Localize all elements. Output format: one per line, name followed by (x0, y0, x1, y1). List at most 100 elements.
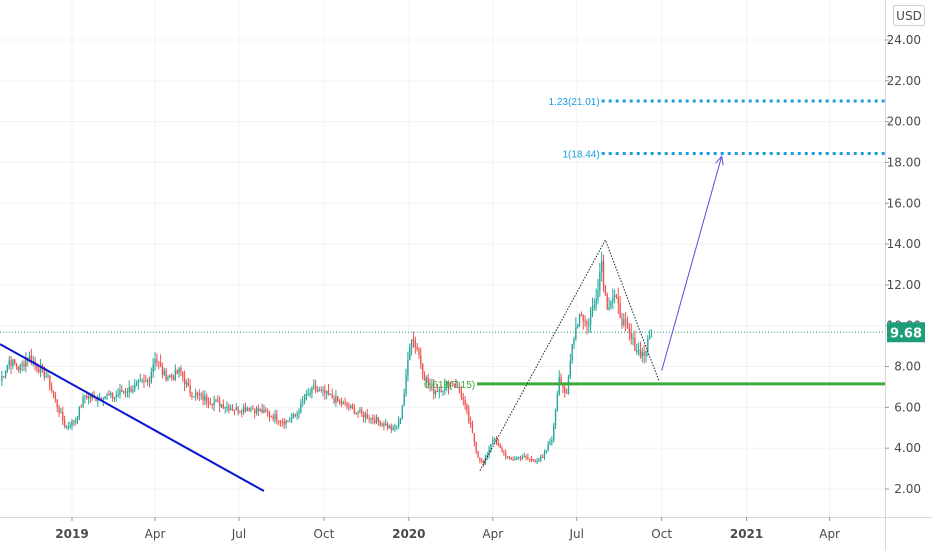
candle-body (593, 305, 595, 309)
candle-body (351, 405, 354, 408)
current-price-value: 9.68 (890, 326, 922, 341)
candle-body (346, 403, 348, 407)
candle-body (290, 417, 293, 420)
candle-body (268, 413, 271, 417)
candle-body (170, 375, 173, 378)
candle-body (527, 457, 529, 459)
candle-body (276, 414, 278, 421)
candle-body (91, 396, 93, 399)
candle-body (193, 396, 195, 398)
candle-body (217, 400, 219, 402)
time-axis[interactable]: 2019 Apr Jul Oct 2020 Apr Jul Oct 2021 Apr (0, 517, 932, 541)
candle-body (647, 338, 649, 351)
candle-body (468, 411, 470, 422)
candle-body (540, 456, 542, 460)
candle-body (634, 337, 636, 351)
candle-body (449, 382, 452, 389)
candle-body (58, 407, 60, 413)
candle-body (375, 417, 378, 423)
candle-body (569, 361, 572, 377)
candle-body (38, 368, 40, 372)
candle-body (510, 457, 512, 460)
candle-body (180, 367, 182, 372)
candle-body (421, 364, 424, 375)
candle-body (296, 414, 298, 416)
candle-body (248, 408, 250, 411)
candle-body (183, 377, 186, 385)
candle-body (110, 392, 112, 395)
x-tick-label: 2020 (392, 527, 425, 541)
candle-body (298, 412, 300, 415)
candle-body (425, 377, 428, 381)
candle-body (444, 384, 446, 391)
candle-body (538, 459, 540, 462)
candle-body (287, 420, 289, 422)
candle-body (545, 450, 548, 453)
candle-body (316, 390, 319, 392)
candle-body (575, 327, 577, 339)
candle-body (148, 380, 151, 382)
candle-body (261, 409, 263, 413)
candle-body (451, 382, 453, 384)
candle-body (623, 319, 625, 326)
candle-body (386, 423, 389, 428)
candle-body (305, 393, 308, 400)
candle-body (45, 376, 47, 378)
candle-body (108, 394, 110, 396)
candle-body (63, 420, 66, 428)
candle-body (54, 394, 57, 400)
candle-body (218, 400, 221, 407)
candle-body (584, 320, 586, 322)
candle-body (370, 417, 372, 420)
fib-level-label: 1.23(21.01) (549, 97, 600, 108)
candle-body (209, 403, 212, 405)
candle-body (335, 396, 337, 403)
candle-body (591, 308, 594, 315)
candle-body (158, 361, 160, 363)
candle-body (630, 333, 632, 339)
candle-body (643, 351, 645, 356)
candle-body (484, 457, 487, 465)
candle-body (460, 392, 463, 398)
candle-body (582, 315, 584, 321)
candle-body (519, 456, 522, 459)
candle-body (19, 364, 21, 370)
y-tick-label: 4.00 (894, 441, 921, 455)
candle-body (23, 363, 25, 367)
candle-body (265, 409, 267, 412)
candle-body (226, 406, 228, 408)
candle-body (119, 390, 121, 395)
candle-body (36, 363, 38, 369)
candle-body (429, 382, 431, 385)
price-axis[interactable]: 24.0022.0020.0018.0016.0014.0012.0010.00… (885, 0, 921, 550)
candle-body (62, 412, 64, 421)
candle-body (73, 420, 75, 423)
candle-body (324, 389, 326, 394)
candle-body (84, 395, 86, 398)
candle-body (399, 418, 402, 421)
candle-body (281, 421, 284, 423)
candle-body (361, 409, 363, 413)
candle-body (318, 389, 320, 391)
candle-body (637, 349, 640, 351)
x-tick-label: Jul (569, 527, 584, 541)
candle-body (34, 360, 36, 364)
candle-body (115, 395, 117, 398)
candle-body (137, 381, 140, 384)
plot-area[interactable]: 1.23(21.01) 1(18.44) 0.618(7.15) (0, 0, 885, 517)
candle-body (409, 347, 411, 360)
candle-body (506, 456, 509, 458)
candle-body (301, 401, 304, 404)
candle-body (156, 359, 158, 362)
y-tick-label: 14.00 (887, 237, 921, 251)
candle-body (329, 394, 332, 396)
candle-body (47, 375, 49, 377)
candle-body (176, 369, 178, 374)
candle-body (471, 425, 474, 434)
candle-body (43, 367, 45, 378)
candle-body (558, 377, 560, 395)
x-tick-label: 2021 (730, 527, 763, 541)
candle-body (76, 417, 79, 421)
currency-badge[interactable]: USD (893, 5, 925, 26)
